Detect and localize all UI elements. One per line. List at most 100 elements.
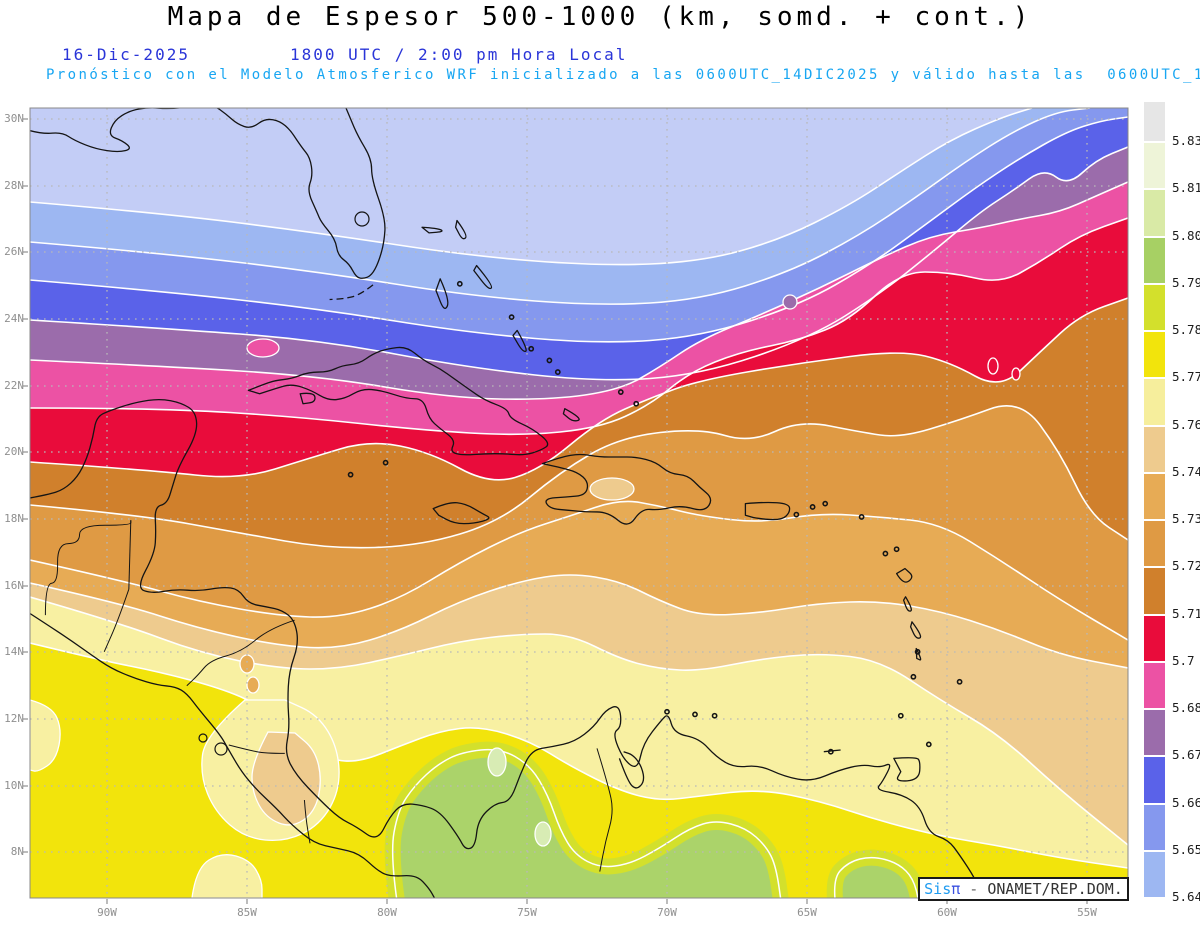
colorbar-label-5.772: 5.772 <box>1172 369 1200 385</box>
colorbar-swatch-0 <box>1144 100 1165 141</box>
coast-hispaniola <box>541 453 712 525</box>
contour-5.64 <box>30 108 1033 266</box>
contour-5.688 <box>30 181 1128 400</box>
lon-label-70W: 70W <box>657 906 677 919</box>
forecast-model-label: Pronóstico con el Modelo Atmosferico WRF… <box>46 67 1200 83</box>
lat-label-28N: 28N <box>4 179 24 192</box>
map-frame <box>29 107 1129 899</box>
lat-label-30N: 30N <box>4 112 24 125</box>
coast-isla-juventud <box>299 392 316 405</box>
colorbar-label-5.652: 5.652 <box>1172 841 1200 857</box>
island-dot-7 <box>809 504 816 510</box>
colorbar-swatch-4 <box>1144 282 1165 330</box>
coast-dominica <box>902 596 912 612</box>
lon-label-75W: 75W <box>517 906 537 919</box>
lat-label-16N: 16N <box>4 579 24 592</box>
green-core-1 <box>534 821 552 847</box>
attribution-org: ONAMET/REP.DOM. <box>987 880 1123 898</box>
lat-label-20N: 20N <box>4 445 24 458</box>
colorbar-swatch-11 <box>1144 613 1165 661</box>
island-dot-5 <box>617 389 624 395</box>
lat-label-24N: 24N <box>4 312 24 325</box>
spot-4 <box>589 477 635 501</box>
island-dot-12 <box>793 511 800 518</box>
colorbar-label-5.748: 5.748 <box>1172 463 1200 479</box>
island-dot-3 <box>546 357 553 364</box>
attribution-sis: Sis <box>924 880 952 898</box>
colorbar-swatch-13 <box>1144 708 1165 756</box>
spot-2 <box>987 357 999 375</box>
coast-martinique <box>909 621 922 639</box>
colorbar-label-5.819: 5.819 <box>1172 180 1200 196</box>
lon-label-60W: 60W <box>937 906 957 919</box>
colorbar-label-5.76: 5.76 <box>1172 416 1200 432</box>
page-title: Mapa de Espesor 500-1000 (km, somd. + co… <box>167 2 1033 32</box>
island-dot-13 <box>925 741 932 748</box>
colorbar-swatch-17 <box>1144 897 1165 899</box>
lake-1 <box>198 733 208 743</box>
lat-label-22N: 22N <box>4 379 24 392</box>
colorbar-label-5.664: 5.664 <box>1172 794 1200 810</box>
coast-jamaica <box>432 502 490 525</box>
colorbar-swatch-2 <box>1144 188 1165 236</box>
island-dot-6 <box>633 400 640 407</box>
island-dot-17 <box>347 471 354 478</box>
island-dot-21 <box>692 711 698 718</box>
contour-5.712 <box>30 297 1128 481</box>
island-dot-18 <box>382 459 389 466</box>
coast-long-island-bah <box>512 329 527 352</box>
colorbar-label-5.724: 5.724 <box>1172 558 1200 574</box>
contour-5.748 <box>30 574 1128 669</box>
coast-guadeloupe <box>895 567 913 583</box>
colorbar-label-5.795: 5.795 <box>1172 274 1200 290</box>
border-costarica-panama-border <box>303 799 311 844</box>
spot-3 <box>1011 367 1021 381</box>
colorbar-label-5.64: 5.64 <box>1172 889 1200 904</box>
spot-6 <box>246 676 260 694</box>
coast-mainland-caribbean-coast <box>30 398 984 898</box>
colorbar-swatch-7 <box>1144 424 1165 472</box>
lon-label-80W: 80W <box>377 906 397 919</box>
spot-1 <box>782 294 798 310</box>
coast-andros <box>435 278 449 309</box>
green-contour-0 <box>391 748 782 898</box>
contour-5.7 <box>30 217 1128 436</box>
lake-0 <box>354 211 370 227</box>
coast-abaco <box>454 219 467 240</box>
colorbar-swatch-16 <box>1144 849 1165 897</box>
coast-eleuthera <box>473 264 493 290</box>
border-colombia-venezuela-border <box>596 748 613 872</box>
spot-0 <box>246 338 280 358</box>
border-belize-guatemala-border <box>128 520 132 590</box>
contour-5.736 <box>30 500 1128 641</box>
colorbar-swatch-15 <box>1144 802 1165 850</box>
coast-pacific-coast <box>30 612 436 898</box>
lon-label-55W: 55W <box>1077 906 1097 919</box>
pocket-3 <box>30 699 61 772</box>
island-dot-9 <box>858 514 865 520</box>
colorbar-label-5.831: 5.831 <box>1172 133 1200 148</box>
lat-label-26N: 26N <box>4 245 24 258</box>
coast-st-lucia <box>915 647 922 661</box>
island-dot-22 <box>711 712 718 719</box>
island-dot-23 <box>827 748 834 755</box>
coast-gulf-florida-coast <box>30 108 386 279</box>
attribution-pi-icon: π <box>951 880 961 898</box>
colorbar-label-5.736: 5.736 <box>1172 511 1200 526</box>
coast-cuba <box>247 346 549 456</box>
colorbar-label-5.7: 5.7 <box>1172 652 1195 668</box>
border-guatemala-honduras-border <box>103 589 130 653</box>
lat-label-14N: 14N <box>4 645 24 658</box>
coast-puerto-rico <box>744 501 791 521</box>
coast-grand-bahama <box>421 226 443 234</box>
lon-label-85W: 85W <box>237 906 257 919</box>
island-dot-4 <box>554 369 561 375</box>
colorbar-label-5.783: 5.783 <box>1172 322 1200 337</box>
contour-5.652 <box>30 108 1091 305</box>
colorbar-label-5.676: 5.676 <box>1172 747 1200 763</box>
lat-label-18N: 18N <box>4 512 24 525</box>
lat-label-12N: 12N <box>4 712 24 725</box>
thickness-colorbar: 5.831 5.819 5.807 5.795 5.783 5.772 5.76 5.748 5… <box>1144 100 1200 904</box>
contour-5.724 <box>30 405 1128 549</box>
